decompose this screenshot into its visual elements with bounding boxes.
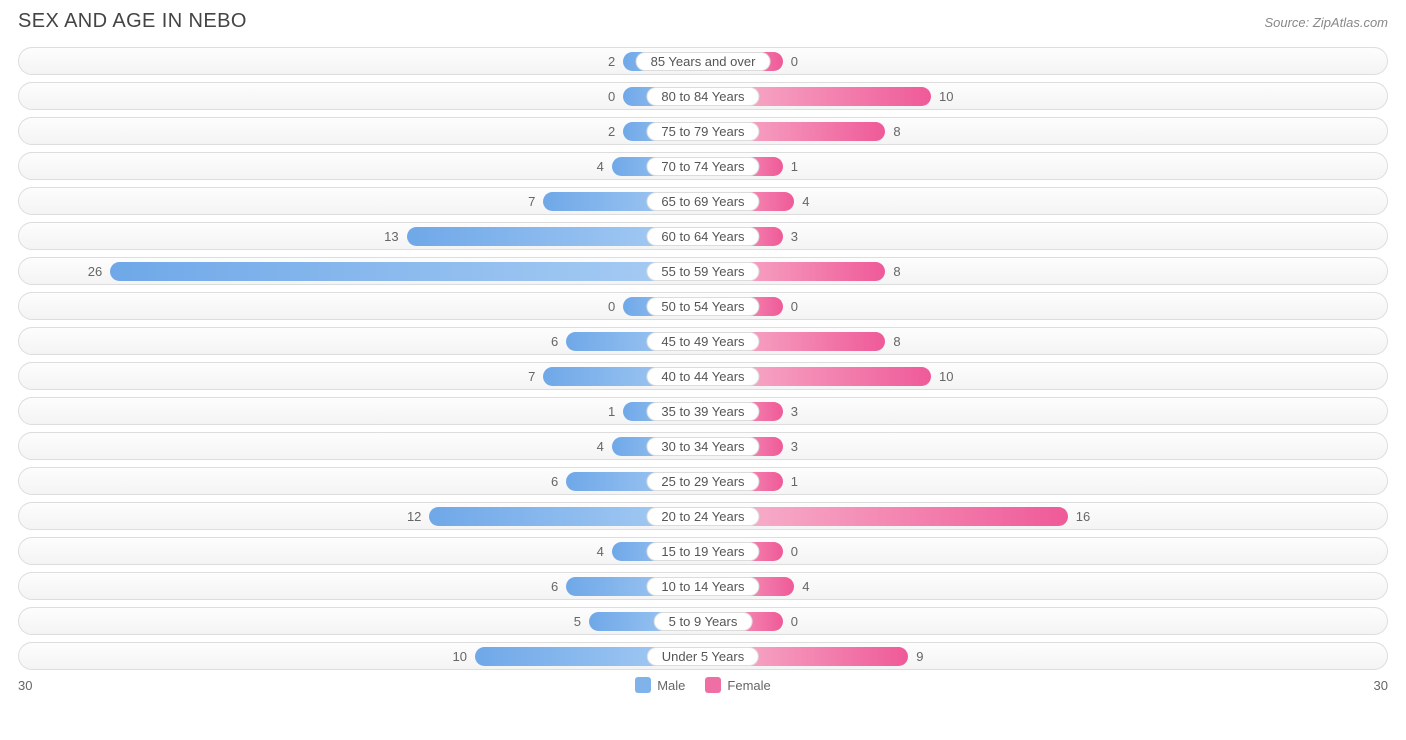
- value-female: 8: [893, 262, 900, 281]
- value-male: 5: [574, 612, 581, 631]
- age-bracket-label: 50 to 54 Years: [646, 297, 759, 316]
- age-bracket-label: 15 to 19 Years: [646, 542, 759, 561]
- age-bracket-label: 45 to 49 Years: [646, 332, 759, 351]
- legend-swatch-male: [635, 677, 651, 693]
- bar-male: [110, 262, 703, 281]
- pyramid-row: 15 to 19 Years 4 0: [18, 537, 1388, 565]
- legend-label-male: Male: [657, 678, 685, 693]
- pyramid-row: 75 to 79 Years 2 8: [18, 117, 1388, 145]
- value-female: 3: [791, 402, 798, 421]
- value-male: 2: [608, 52, 615, 71]
- value-female: 4: [802, 577, 809, 596]
- legend-label-female: Female: [727, 678, 770, 693]
- pyramid-row: 60 to 64 Years 13 3: [18, 222, 1388, 250]
- value-male: 10: [453, 647, 467, 666]
- pyramid-row: 35 to 39 Years 1 3: [18, 397, 1388, 425]
- value-female: 16: [1076, 507, 1090, 526]
- legend: Male Female: [68, 677, 1338, 693]
- value-male: 26: [88, 262, 102, 281]
- value-female: 4: [802, 192, 809, 211]
- chart-title: SEX AND AGE IN NEBO: [18, 10, 247, 33]
- value-female: 3: [791, 227, 798, 246]
- value-female: 8: [893, 332, 900, 351]
- value-male: 6: [551, 332, 558, 351]
- value-female: 1: [791, 472, 798, 491]
- value-female: 0: [791, 52, 798, 71]
- pyramid-row: 40 to 44 Years 7 10: [18, 362, 1388, 390]
- legend-swatch-female: [705, 677, 721, 693]
- age-bracket-label: 65 to 69 Years: [646, 192, 759, 211]
- chart-area: 85 Years and over2080 to 84 Years01075 t…: [18, 47, 1388, 670]
- value-female: 0: [791, 297, 798, 316]
- value-female: 0: [791, 612, 798, 631]
- axis-max-left: 30: [18, 678, 68, 693]
- pyramid-row: 70 to 74 Years 4 1: [18, 152, 1388, 180]
- chart-footer: 30 Male Female 30: [18, 677, 1388, 693]
- value-male: 0: [608, 87, 615, 106]
- pyramid-row: 5 to 9 Years 5 0: [18, 607, 1388, 635]
- age-bracket-label: 70 to 74 Years: [646, 157, 759, 176]
- pyramid-row: 10 to 14 Years 6 4: [18, 572, 1388, 600]
- age-bracket-label: 80 to 84 Years: [646, 87, 759, 106]
- age-bracket-label: 20 to 24 Years: [646, 507, 759, 526]
- value-male: 2: [608, 122, 615, 141]
- age-bracket-label: 60 to 64 Years: [646, 227, 759, 246]
- age-bracket-label: 25 to 29 Years: [646, 472, 759, 491]
- value-female: 1: [791, 157, 798, 176]
- axis-max-right: 30: [1338, 678, 1388, 693]
- value-male: 13: [384, 227, 398, 246]
- value-male: 12: [407, 507, 421, 526]
- value-female: 10: [939, 87, 953, 106]
- pyramid-row: 45 to 49 Years 6 8: [18, 327, 1388, 355]
- age-bracket-label: Under 5 Years: [647, 647, 759, 666]
- age-bracket-label: 30 to 34 Years: [646, 437, 759, 456]
- age-bracket-label: 35 to 39 Years: [646, 402, 759, 421]
- pyramid-row: 20 to 24 Years 12 16: [18, 502, 1388, 530]
- value-female: 8: [893, 122, 900, 141]
- age-bracket-label: 10 to 14 Years: [646, 577, 759, 596]
- pyramid-row: 25 to 29 Years 6 1: [18, 467, 1388, 495]
- chart-source: Source: ZipAtlas.com: [1264, 15, 1388, 30]
- value-male: 6: [551, 577, 558, 596]
- legend-item-female: Female: [705, 677, 770, 693]
- value-male: 7: [528, 367, 535, 386]
- value-female: 3: [791, 437, 798, 456]
- value-male: 6: [551, 472, 558, 491]
- age-bracket-label: 5 to 9 Years: [654, 612, 753, 631]
- legend-item-male: Male: [635, 677, 685, 693]
- value-female: 9: [916, 647, 923, 666]
- value-male: 0: [608, 297, 615, 316]
- value-male: 4: [597, 157, 604, 176]
- value-female: 0: [791, 542, 798, 561]
- pyramid-row: 80 to 84 Years 0 10: [18, 82, 1388, 110]
- pyramid-row: Under 5 Years 10 9: [18, 642, 1388, 670]
- age-bracket-label: 75 to 79 Years: [646, 122, 759, 141]
- age-bracket-label: 40 to 44 Years: [646, 367, 759, 386]
- value-male: 4: [597, 437, 604, 456]
- pyramid-row: 85 Years and over 2 0: [18, 47, 1388, 75]
- value-male: 7: [528, 192, 535, 211]
- pyramid-row: 30 to 34 Years 4 3: [18, 432, 1388, 460]
- chart-header: SEX AND AGE IN NEBO Source: ZipAtlas.com: [18, 10, 1388, 33]
- age-bracket-label: 85 Years and over: [636, 52, 771, 71]
- value-female: 10: [939, 367, 953, 386]
- value-male: 1: [608, 402, 615, 421]
- pyramid-row: 50 to 54 Years 0 0: [18, 292, 1388, 320]
- value-male: 4: [597, 542, 604, 561]
- pyramid-row: 55 to 59 Years 26 8: [18, 257, 1388, 285]
- age-bracket-label: 55 to 59 Years: [646, 262, 759, 281]
- pyramid-row: 65 to 69 Years 7 4: [18, 187, 1388, 215]
